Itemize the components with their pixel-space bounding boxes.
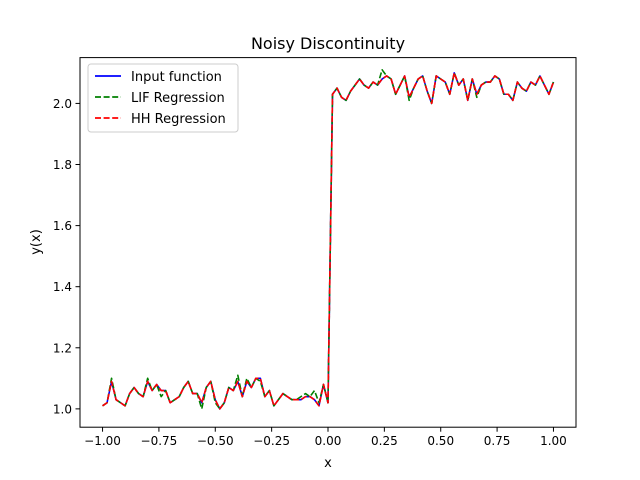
x-axis-ticks: −1.00 −0.75 −0.50 −0.25 0.00 0.25 0.50 0.75 1.00 bbox=[84, 427, 567, 448]
legend-label-input-function: Input function bbox=[131, 70, 222, 85]
y-tick-label: 2.0 bbox=[53, 97, 72, 111]
y-tick-label: 1.2 bbox=[53, 341, 72, 355]
legend: Input function LIF Regression HH Regress… bbox=[87, 63, 239, 133]
x-axis-label: x bbox=[324, 456, 332, 471]
x-tick-label: −0.25 bbox=[253, 434, 290, 448]
chart-title: Noisy Discontinuity bbox=[251, 34, 405, 53]
x-tick-label: 0.00 bbox=[315, 434, 342, 448]
legend-label-lif-regression: LIF Regression bbox=[131, 91, 225, 106]
series-lines bbox=[102, 69, 555, 410]
x-tick-label: 1.00 bbox=[540, 434, 567, 448]
y-tick-label: 1.6 bbox=[53, 219, 72, 233]
y-axis-ticks: 1.0 1.2 1.4 1.6 1.8 2.0 bbox=[53, 97, 80, 416]
x-tick-label: 0.25 bbox=[371, 434, 398, 448]
x-tick-label: −1.00 bbox=[84, 434, 121, 448]
y-tick-label: 1.4 bbox=[53, 280, 72, 294]
y-tick-label: 1.8 bbox=[53, 158, 72, 172]
series-line-hh-regression bbox=[102, 72, 555, 410]
x-tick-label: 0.75 bbox=[484, 434, 511, 448]
x-tick-label: 0.50 bbox=[427, 434, 454, 448]
legend-frame bbox=[87, 63, 239, 133]
x-tick-label: −0.75 bbox=[141, 434, 178, 448]
plot-area-frame bbox=[79, 57, 577, 428]
x-tick-label: −0.50 bbox=[197, 434, 234, 448]
y-tick-label: 1.0 bbox=[53, 402, 72, 416]
legend-label-hh-regression: HH Regression bbox=[131, 112, 226, 127]
y-axis-label: y(x) bbox=[29, 229, 44, 255]
